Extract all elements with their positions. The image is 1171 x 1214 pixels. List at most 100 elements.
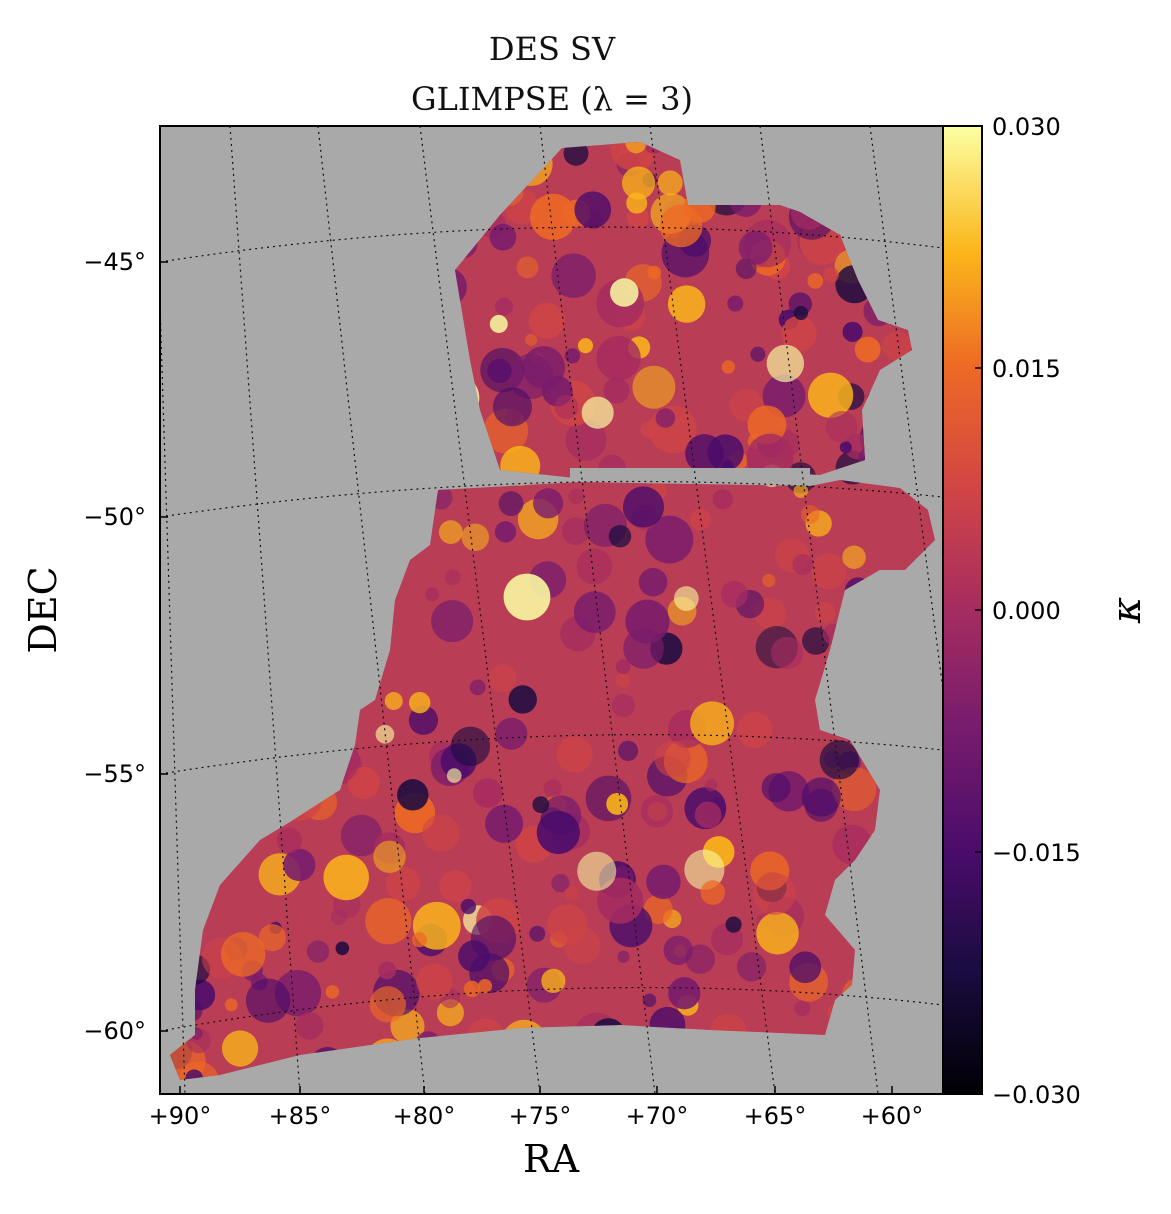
field-blob <box>489 314 508 333</box>
field-blob <box>597 877 644 924</box>
field-blob <box>753 872 796 916</box>
field-blob <box>789 951 822 984</box>
ra-gridline <box>649 126 776 1094</box>
x-tick-label: +80° <box>393 1102 456 1130</box>
field-blob <box>477 979 493 994</box>
field-blob <box>439 869 472 903</box>
field-blob <box>503 573 551 621</box>
field-blob <box>685 944 715 974</box>
field-blob <box>762 573 776 588</box>
x-tick-label: +85° <box>269 1102 332 1130</box>
field-blob <box>611 693 635 718</box>
field-blob <box>564 348 581 364</box>
field-blob <box>756 911 799 955</box>
field-blob <box>608 525 632 548</box>
dec-gridline <box>160 480 943 518</box>
field-blob <box>819 740 859 780</box>
chart-title: DES SV <box>488 30 616 68</box>
field-blob <box>335 941 350 956</box>
field-blob <box>720 580 748 608</box>
field-blob <box>508 353 554 399</box>
field-blob <box>842 545 866 569</box>
field-blob <box>463 980 481 998</box>
field-blob <box>547 904 588 945</box>
field-blob <box>574 191 612 229</box>
field-blob <box>704 778 718 792</box>
field-blob <box>258 924 287 952</box>
dec-gridline <box>160 226 943 263</box>
field-blob <box>325 985 340 999</box>
field-blob <box>276 827 303 854</box>
field-blob <box>347 766 380 800</box>
field-blob <box>532 796 550 814</box>
field-blob <box>323 854 369 901</box>
field-blob <box>528 302 566 339</box>
field-blob <box>492 387 533 427</box>
field-blob <box>488 664 517 693</box>
field-blob <box>736 711 773 748</box>
field-blob <box>556 736 593 773</box>
field-blob <box>425 587 440 602</box>
field-blob <box>625 599 670 644</box>
field-blob <box>750 346 766 362</box>
field-blob <box>565 419 607 461</box>
y-tick-label: −45° <box>83 248 146 276</box>
field-blob <box>373 840 406 874</box>
field-blob <box>245 978 291 1023</box>
field-blob <box>761 772 791 803</box>
field-blob <box>663 935 693 965</box>
field-blob <box>625 142 647 154</box>
field-blob <box>365 898 412 945</box>
field-blob <box>438 520 463 544</box>
field-blob <box>657 170 683 196</box>
field-blob <box>431 600 474 643</box>
field-blob <box>642 993 657 1008</box>
field-blob <box>727 295 744 312</box>
field-blob <box>529 925 546 942</box>
colorbar-tick-label: 0.000 <box>992 597 1061 625</box>
colorbar-label: κ <box>1104 597 1150 624</box>
field-blob <box>340 814 383 857</box>
field-blob <box>408 691 431 714</box>
field-blob <box>450 726 491 766</box>
field-blob <box>854 336 881 363</box>
field-blob <box>603 377 630 404</box>
field-blob <box>655 408 676 428</box>
field-blob <box>842 321 863 342</box>
field-blob <box>576 548 613 585</box>
field-blob <box>606 792 629 815</box>
field-blob <box>421 814 460 853</box>
x-axis-label: RA <box>523 1137 580 1181</box>
field-blob <box>640 795 674 828</box>
field-blob <box>825 411 858 443</box>
field-blob <box>551 874 570 893</box>
field-blob <box>461 523 490 552</box>
field-blob <box>460 898 477 915</box>
field-blob <box>485 804 524 843</box>
field-blob <box>654 740 691 777</box>
field-blob <box>882 331 912 361</box>
field-blob <box>673 586 699 611</box>
field-blob <box>543 779 562 798</box>
field-blob <box>508 685 537 714</box>
field-blob <box>283 848 316 882</box>
field-blob <box>385 866 421 902</box>
field-blob <box>469 679 486 696</box>
field-blob <box>561 517 590 545</box>
x-tick-label: +90° <box>149 1102 212 1130</box>
field-blob <box>458 940 490 973</box>
field-blob <box>408 705 439 735</box>
field-blob <box>495 297 513 316</box>
colorbar-tick-label: −0.030 <box>992 1081 1081 1109</box>
field-blob <box>617 740 639 761</box>
field-blob <box>615 659 631 675</box>
y-tick-label: −50° <box>83 503 146 531</box>
field-blob <box>375 724 395 744</box>
field-blob <box>378 961 397 980</box>
ra-gridline <box>419 126 541 1094</box>
field-blob <box>577 851 617 891</box>
field-blob <box>807 372 854 418</box>
field-blob <box>551 253 596 298</box>
field-blob <box>369 986 406 1023</box>
field-blob <box>801 777 841 817</box>
